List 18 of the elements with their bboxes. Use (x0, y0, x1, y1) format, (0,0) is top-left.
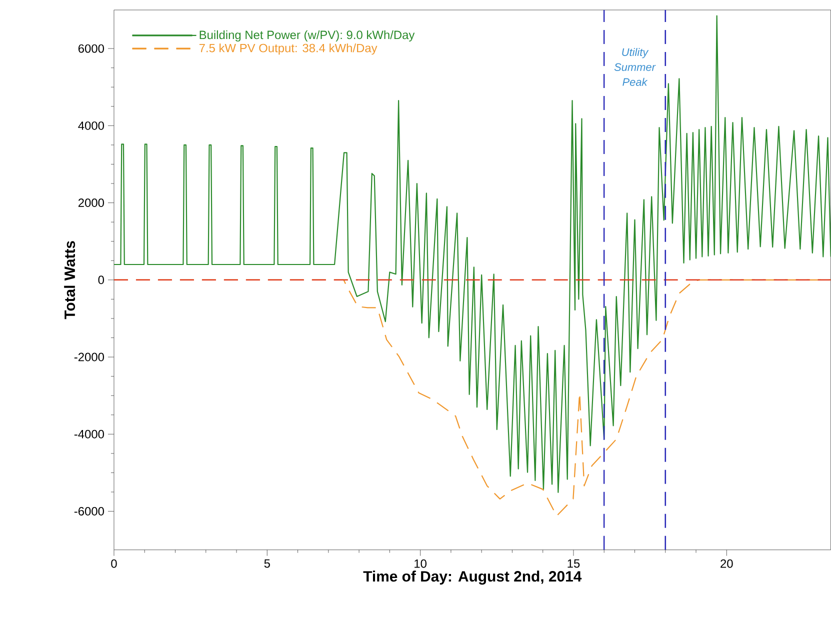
x-tick-label: 0 (111, 559, 117, 568)
y-tick-label: 2000 (78, 198, 104, 208)
y-tick-label: 6000 (78, 44, 104, 53)
annotation: Utility Summer Peak (614, 48, 656, 86)
x-tick-label: 5 (264, 559, 270, 568)
x-tick-label: 10 (414, 559, 426, 568)
text: 7.5 kW PV Output: 38.4 kWh/Day (199, 44, 378, 55)
x-axis-title: Time of Day: August 2nd, 2014 (363, 570, 582, 585)
y-tick-label: 0 (98, 276, 104, 284)
y-tick-label: 4000 (78, 122, 104, 130)
x-tick-label: 15 (568, 559, 580, 568)
y-tick-label: -6000 (74, 507, 104, 516)
line-series (114, 15, 831, 494)
y-tick-label: -4000 (74, 430, 104, 438)
text: Building Net Power (w/PV): 9.0 kWh/Day (200, 30, 415, 42)
y-tick-label: -2000 (74, 352, 104, 362)
y-axis-title: Total Watts (64, 241, 76, 320)
x-tick-label: 20 (720, 559, 733, 568)
